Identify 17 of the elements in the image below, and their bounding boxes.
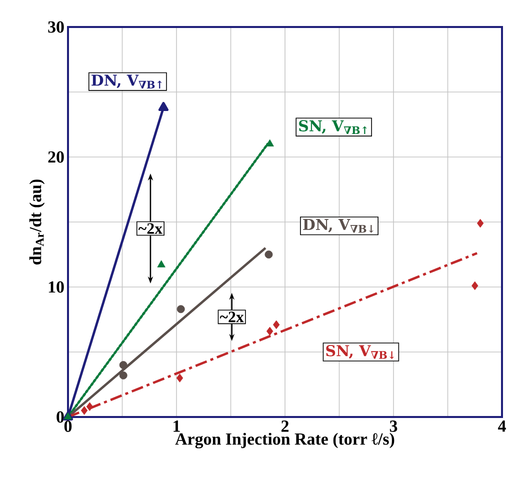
series-label: DN, V$_{∇B↑}$ <box>92 74 162 88</box>
y-tick-label: 0 <box>56 411 64 423</box>
x-tick-label: 3 <box>390 420 398 432</box>
series-label: SN, V$_{∇B↑}$ <box>299 120 367 134</box>
y-tick-label: 20 <box>48 151 64 163</box>
text: SN, V$_{∇B↓}$ <box>326 345 394 359</box>
text: DN, V$_{∇B↓}$ <box>303 219 374 233</box>
y-tick-label: 10 <box>48 281 64 293</box>
annotation: ~2x <box>138 223 162 234</box>
x-tick-label: 4 <box>498 420 506 432</box>
x-tick-label: 0 <box>64 420 72 432</box>
x-tick-label: 2 <box>281 420 288 432</box>
x-axis-title: Argon Injection Rate (torr ℓ/s) <box>175 432 394 448</box>
y-axis-title: dn$_{Ar}$/dt (au) <box>29 180 45 264</box>
annotation: ~2x <box>220 312 244 322</box>
x-tick-label: 1 <box>174 420 180 432</box>
y-tick-label: 30 <box>48 21 64 33</box>
